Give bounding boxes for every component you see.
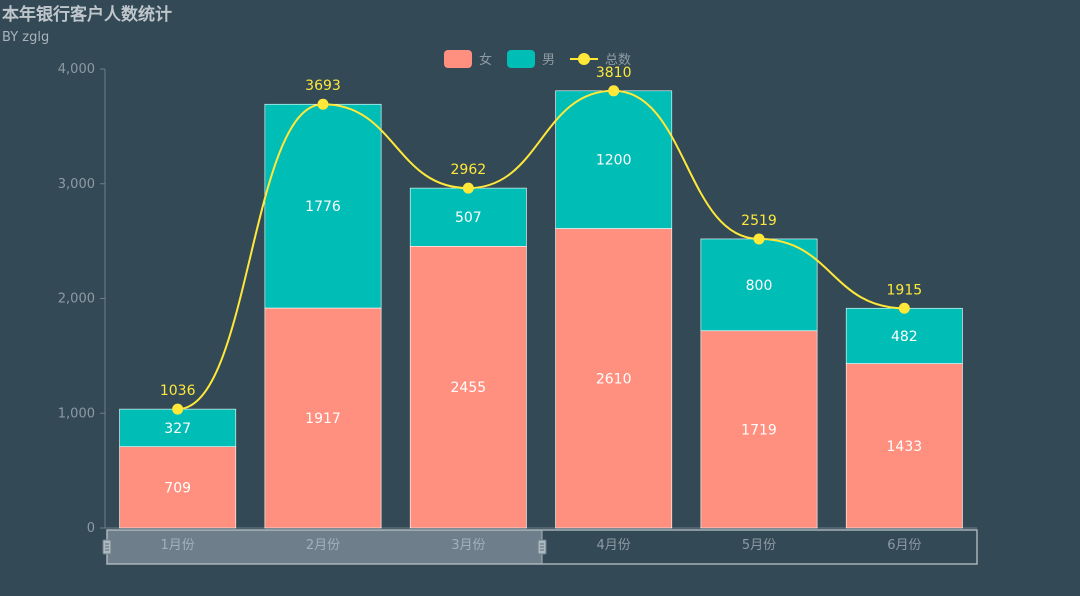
bar-male-label: 482 xyxy=(891,329,918,345)
total-point xyxy=(753,233,765,245)
bar-male-label: 1776 xyxy=(305,199,341,215)
bar-female-label: 2455 xyxy=(451,380,487,396)
x-tick-label: 3月份 xyxy=(451,538,485,553)
axes: 0 1,000 2,000 3,000 4,000 xyxy=(58,62,977,536)
bar-female xyxy=(409,245,527,529)
legend-male-swatch xyxy=(507,50,535,68)
y-tick-label: 4,000 xyxy=(58,62,95,77)
total-point xyxy=(317,98,329,110)
bar-male xyxy=(845,307,963,364)
datazoom-selection xyxy=(106,529,543,565)
legend-female-label: 女 xyxy=(479,52,492,68)
legend-female-swatch xyxy=(444,50,472,68)
chart-subtitle: BY zglg xyxy=(2,30,50,45)
x-tick-label: 4月份 xyxy=(597,538,631,553)
y-tick-label: 1,000 xyxy=(58,406,95,421)
x-tick-label: 1月份 xyxy=(161,538,195,553)
bar-male xyxy=(555,90,673,229)
legend-male-label: 男 xyxy=(542,53,555,68)
total-point xyxy=(462,182,474,194)
bar-male-label: 507 xyxy=(455,210,482,226)
legend-total-label: 总数 xyxy=(605,53,631,68)
total-point xyxy=(608,85,620,97)
bar-female xyxy=(555,228,673,529)
bar-female xyxy=(264,307,382,529)
total-label: 2519 xyxy=(741,213,777,229)
bar-male-label: 327 xyxy=(164,421,191,437)
x-tick-label: 5月份 xyxy=(742,538,776,553)
x-tick-label: 2月份 xyxy=(306,538,340,553)
total-label: 3810 xyxy=(596,65,632,81)
chart-title: 本年银行客户人数统计 xyxy=(2,5,172,25)
datazoom-slider[interactable] xyxy=(102,529,978,565)
total-point xyxy=(172,403,184,415)
total-line xyxy=(172,85,910,415)
bar-female-label: 1917 xyxy=(305,411,341,427)
legend[interactable]: 女 男 总数 xyxy=(444,50,631,68)
x-tick-label: 6月份 xyxy=(887,538,921,553)
y-tick-label: 0 xyxy=(87,521,95,536)
bar-female-label: 1719 xyxy=(741,422,777,438)
total-label: 2962 xyxy=(451,162,487,178)
legend-total-marker xyxy=(578,53,590,65)
total-label: 3693 xyxy=(305,78,341,94)
total-point xyxy=(898,302,910,314)
y-tick-label: 3,000 xyxy=(58,177,95,192)
total-label: 1915 xyxy=(887,282,923,298)
bar-male xyxy=(264,103,382,309)
bar-male-label: 800 xyxy=(746,278,773,294)
bar-female xyxy=(119,446,237,529)
bars xyxy=(119,90,963,529)
data-labels: 709 327 1月份 1917 1776 2月份 2455 507 3月份 2610 1200 4月… xyxy=(160,65,922,553)
bar-male-label: 1200 xyxy=(596,153,632,169)
bar-female xyxy=(700,330,818,529)
bar-female-label: 1433 xyxy=(887,439,923,455)
total-label: 1036 xyxy=(160,383,196,399)
bar-female-label: 2610 xyxy=(596,371,632,387)
bar-female-label: 709 xyxy=(164,480,191,496)
bar-male xyxy=(119,408,237,447)
bar-male xyxy=(409,187,527,247)
bar-female xyxy=(845,363,963,529)
y-tick-label: 2,000 xyxy=(58,292,95,307)
